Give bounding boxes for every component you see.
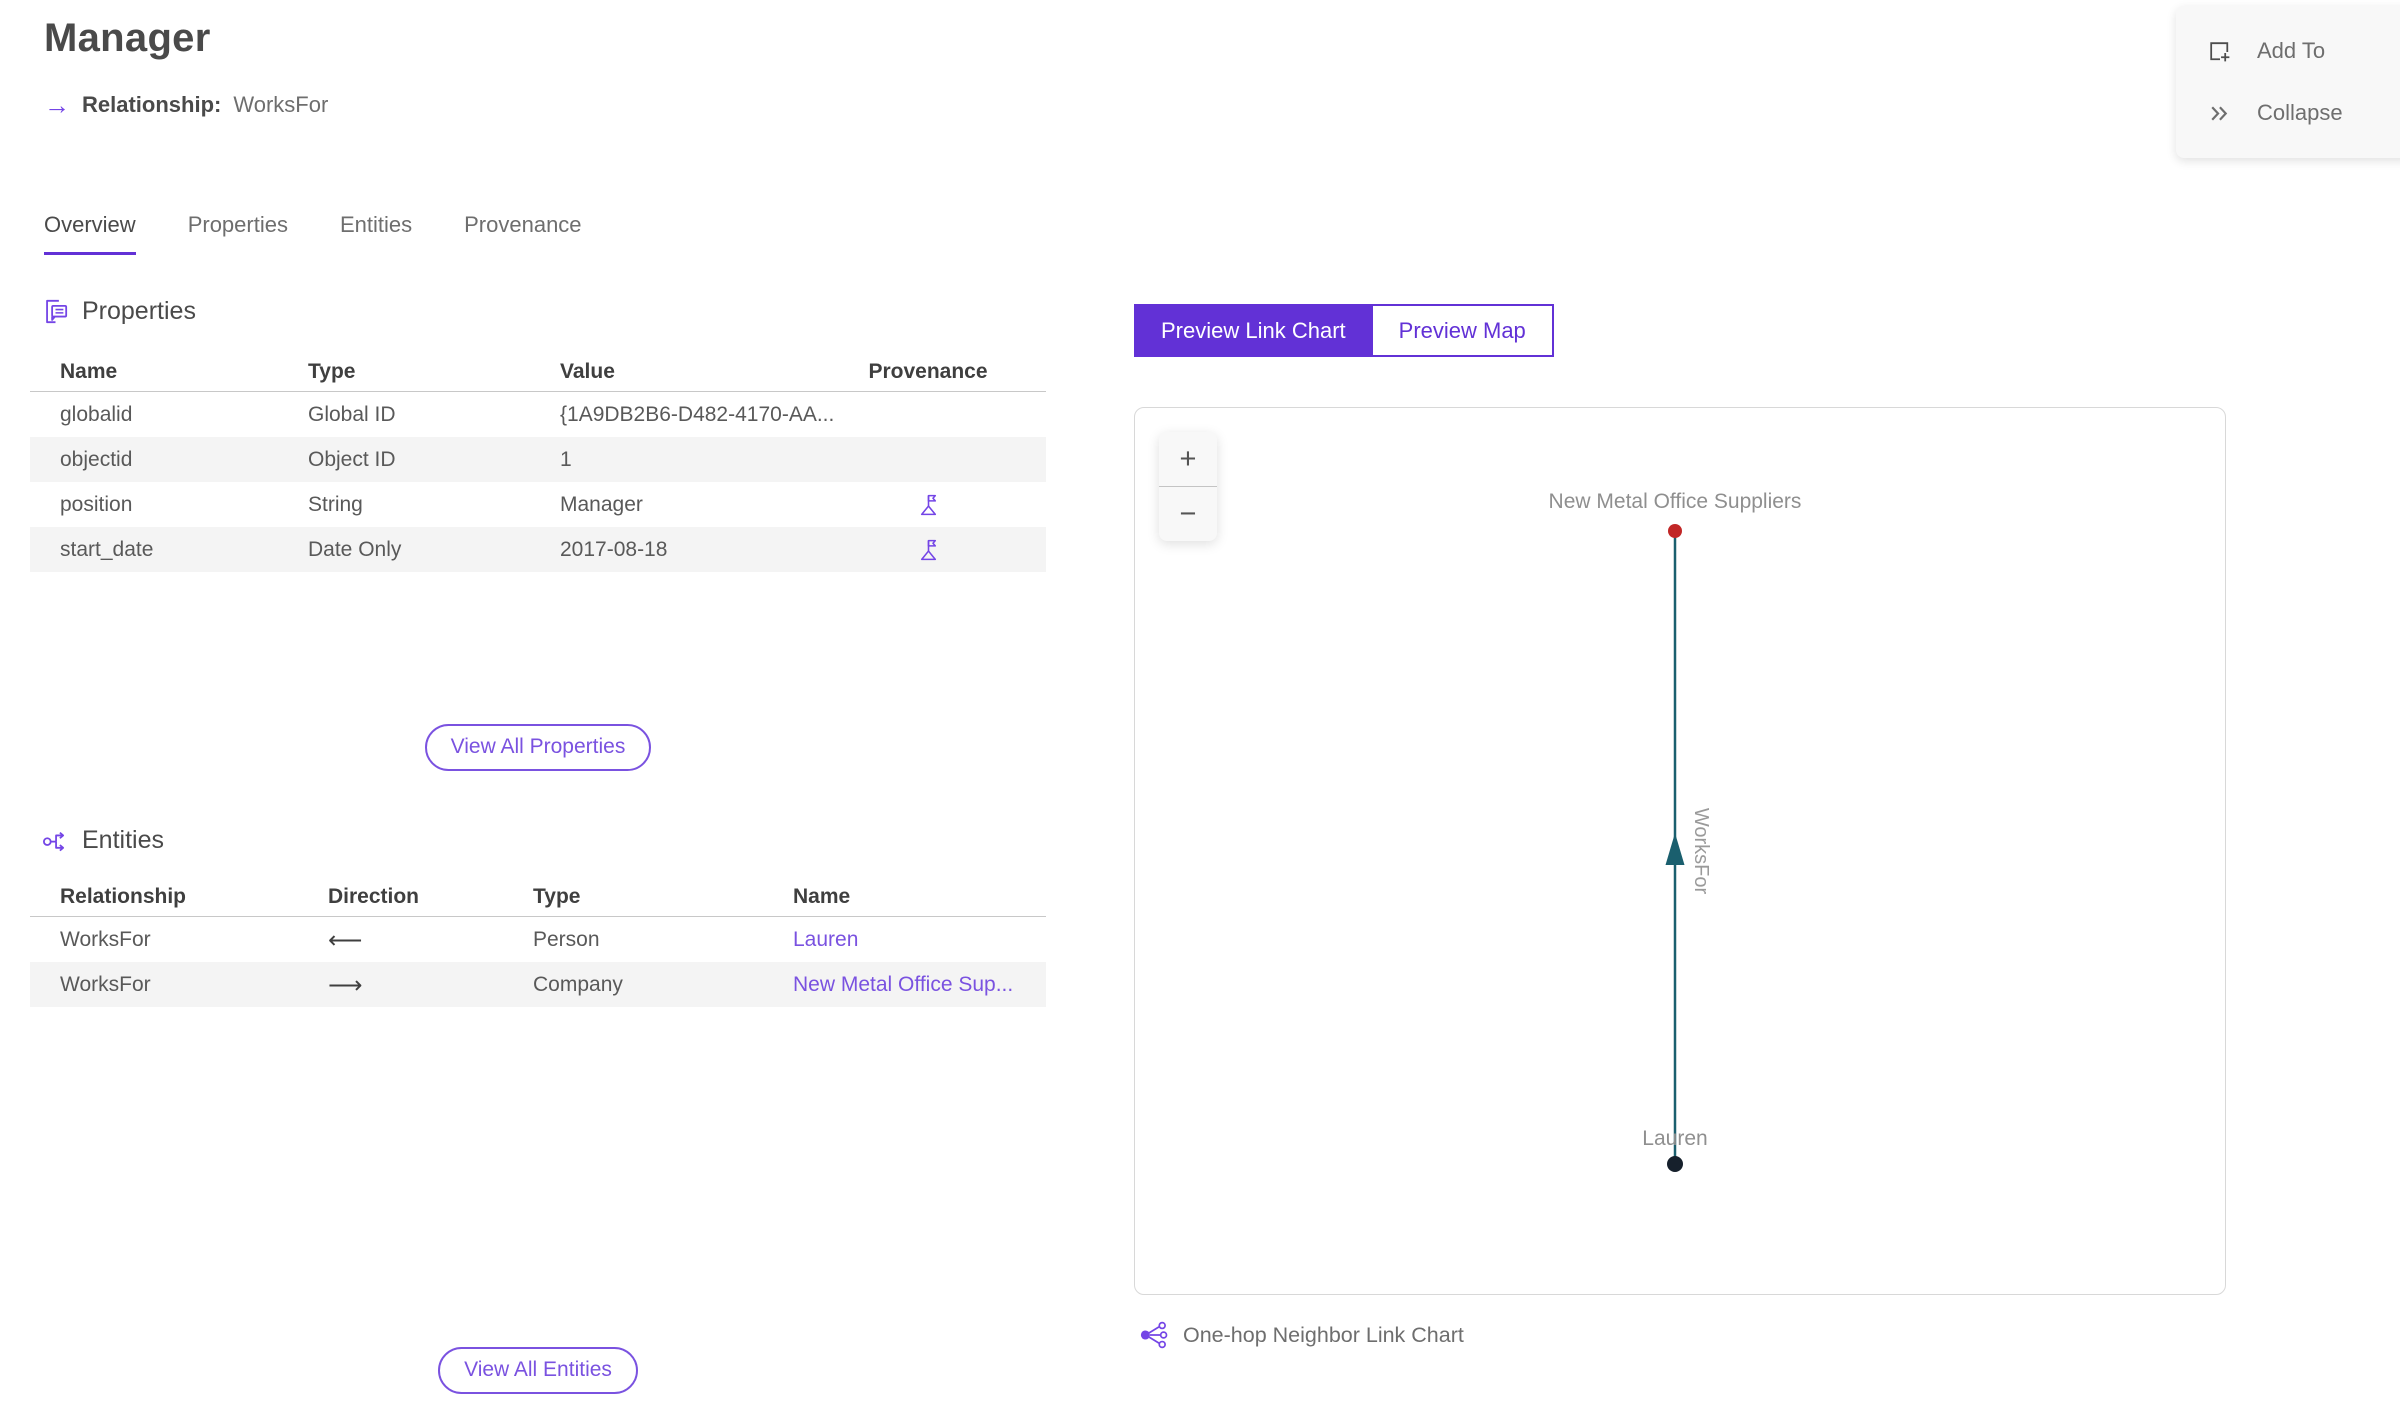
- property-name: position: [60, 492, 133, 516]
- column-header-provenance: Provenance: [868, 359, 988, 383]
- property-type: Object ID: [308, 447, 396, 471]
- entity-type: Person: [533, 927, 600, 951]
- provenance-flag-icon[interactable]: [916, 492, 941, 517]
- zoom-out-button[interactable]: −: [1179, 497, 1197, 530]
- entity-name-link[interactable]: Lauren: [793, 927, 859, 951]
- properties-icon: [42, 298, 69, 325]
- preview-link-chart-button[interactable]: Preview Link Chart: [1134, 304, 1373, 357]
- property-value: 1: [560, 447, 572, 471]
- table-row: WorksFor ⟵ Person Lauren: [30, 917, 1046, 962]
- direction-right-arrow-icon: ⟶: [328, 970, 363, 999]
- table-row: WorksFor ⟶ Company New Metal Office Sup.…: [30, 962, 1046, 1007]
- direction-left-arrow-icon: ⟵: [328, 925, 363, 954]
- add-to-label: Add To: [2257, 38, 2326, 63]
- property-type: Global ID: [308, 402, 396, 426]
- properties-section-title: Properties: [82, 296, 196, 325]
- zoom-in-button[interactable]: +: [1179, 442, 1197, 475]
- table-row: objectid Object ID 1: [30, 437, 1046, 482]
- relationship-subtitle: → Relationship: WorksFor: [44, 92, 328, 118]
- chart-caption-label: One-hop Neighbor Link Chart: [1183, 1322, 1464, 1347]
- table-row: start_date Date Only 2017-08-18: [30, 527, 1046, 572]
- tab-bar: Overview Properties Entities Provenance: [44, 212, 582, 255]
- relationship-arrow-icon: →: [44, 90, 70, 120]
- tab-entities[interactable]: Entities: [339, 212, 413, 237]
- property-provenance-cell: [848, 537, 1008, 562]
- preview-toggle: Preview Link Chart Preview Map: [1134, 304, 2228, 357]
- entity-name-link[interactable]: New Metal Office Sup...: [793, 972, 1014, 996]
- entities-section-header: Entities: [42, 825, 1046, 855]
- column-header-type: Type: [308, 359, 356, 383]
- page-title: Manager: [44, 16, 211, 60]
- zoom-control: + −: [1159, 432, 1217, 541]
- property-provenance-cell: [848, 492, 1008, 517]
- entity-relationship: WorksFor: [60, 927, 151, 951]
- property-name: start_date: [60, 537, 154, 561]
- entities-table: Relationship Direction Type Name WorksFo…: [30, 877, 1046, 1007]
- properties-section-header: Properties: [42, 296, 1046, 326]
- entities-section-title: Entities: [82, 825, 164, 854]
- property-type: String: [308, 492, 363, 516]
- collapse-label: Collapse: [2257, 100, 2343, 125]
- link-chart-panel[interactable]: + − WorksFor New Metal Office Suppliers …: [1134, 407, 2226, 1295]
- column-header-name: Name: [793, 884, 851, 908]
- tab-properties[interactable]: Properties: [187, 212, 288, 237]
- person-node-label: Lauren: [1642, 1127, 1707, 1150]
- company-node-label: New Metal Office Suppliers: [1549, 490, 1802, 513]
- preview-right-column: Preview Link Chart Preview Map + − Works…: [1134, 304, 2228, 1349]
- edge-arrowhead-icon: [1665, 833, 1685, 865]
- view-all-entities-button[interactable]: View All Entities: [438, 1347, 638, 1394]
- property-value: {1A9DB2B6-D482-4170-AA...: [560, 402, 835, 426]
- properties-table-header: Name Type Value Provenance: [30, 352, 1046, 392]
- column-header-direction: Direction: [328, 884, 420, 908]
- table-row: position String Manager: [30, 482, 1046, 527]
- table-row: globalid Global ID {1A9DB2B6-D482-4170-A…: [30, 392, 1046, 437]
- link-chart-graph[interactable]: WorksFor New Metal Office Suppliers Laur…: [1135, 408, 2225, 1294]
- add-to-button[interactable]: Add To: [2206, 38, 2400, 65]
- entities-icon: [42, 827, 69, 854]
- property-value: Manager: [560, 492, 643, 516]
- tab-overview[interactable]: Overview: [44, 212, 136, 255]
- column-header-value: Value: [560, 359, 615, 383]
- entity-type: Company: [533, 972, 623, 996]
- provenance-flag-icon[interactable]: [916, 537, 941, 562]
- relationship-value: WorksFor: [233, 92, 329, 117]
- action-card: Add To Collapse: [2176, 6, 2400, 158]
- property-value: 2017-08-18: [560, 537, 668, 561]
- entities-table-header: Relationship Direction Type Name: [30, 877, 1046, 917]
- chart-caption: One-hop Neighbor Link Chart: [1140, 1321, 2228, 1349]
- column-header-name: Name: [60, 359, 118, 383]
- preview-map-button[interactable]: Preview Map: [1372, 304, 1554, 357]
- tab-provenance[interactable]: Provenance: [464, 212, 582, 237]
- relationship-label: Relationship:: [82, 92, 222, 117]
- add-to-icon: [2206, 38, 2233, 65]
- properties-table: Name Type Value Provenance globalid Glob…: [30, 352, 1046, 572]
- company-node[interactable]: [1668, 524, 1682, 538]
- one-hop-link-chart-icon: [1140, 1321, 1168, 1349]
- property-type: Date Only: [308, 537, 402, 561]
- entity-relationship: WorksFor: [60, 972, 151, 996]
- column-header-type: Type: [533, 884, 581, 908]
- view-all-properties-button[interactable]: View All Properties: [424, 724, 652, 771]
- column-header-relationship: Relationship: [60, 884, 187, 908]
- collapse-button[interactable]: Collapse: [2206, 100, 2400, 127]
- chevrons-right-icon: [2206, 100, 2233, 127]
- edge-label: WorksFor: [1690, 808, 1712, 895]
- zoom-divider: [1159, 486, 1217, 487]
- person-node[interactable]: [1667, 1156, 1683, 1172]
- property-name: globalid: [60, 402, 133, 426]
- overview-left-column: Properties Name Type Value Provenance gl…: [30, 296, 1046, 1394]
- property-name: objectid: [60, 447, 133, 471]
